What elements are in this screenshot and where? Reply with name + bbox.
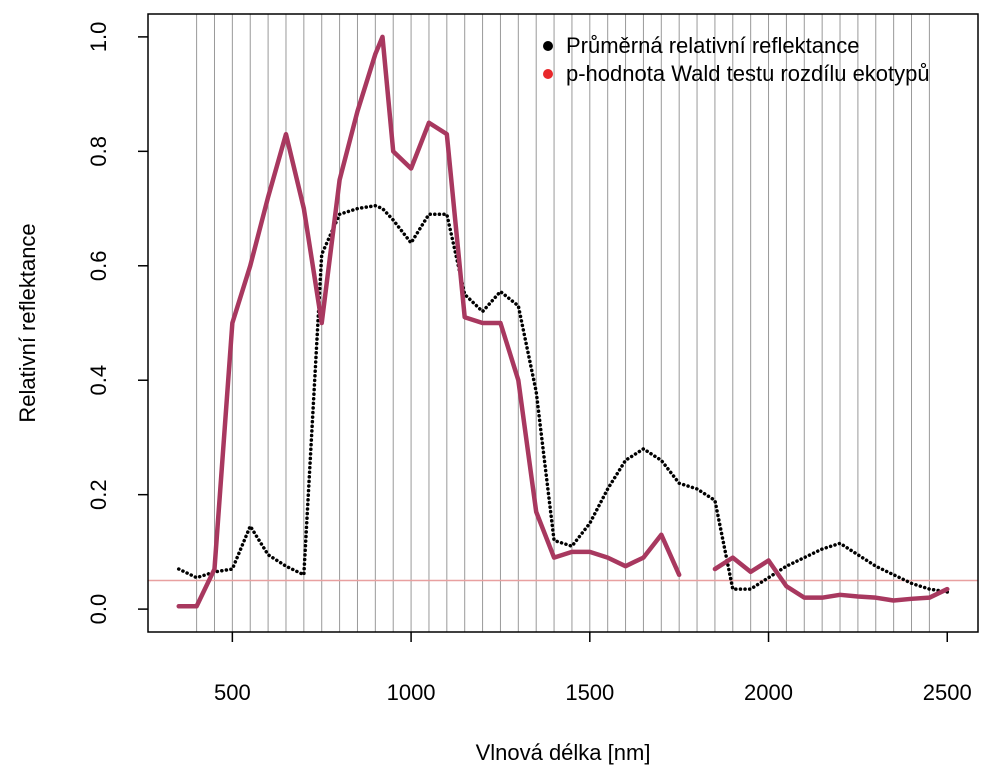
y-tick-label: 0.6 <box>86 250 111 281</box>
series-line <box>176 34 682 609</box>
legend-label: p-hodnota Wald testu rozdílu ekotypů <box>566 61 930 86</box>
legend-label: Průměrná relativní reflektance <box>566 33 859 58</box>
legend-marker <box>543 41 553 51</box>
x-tick-label: 500 <box>214 680 251 705</box>
y-axis-label: Relativní reflektance <box>15 223 40 422</box>
x-tick-label: 1500 <box>565 680 614 705</box>
legend-marker <box>543 69 553 79</box>
y-tick-label: 0.4 <box>86 365 111 396</box>
y-tick-label: 1.0 <box>86 22 111 53</box>
x-tick-label: 2500 <box>923 680 972 705</box>
x-axis-label: Vlnová délka [nm] <box>476 740 651 765</box>
y-tick-label: 0.8 <box>86 136 111 167</box>
x-tick-label: 1000 <box>387 680 436 705</box>
plot-frame <box>147 13 979 633</box>
series-line <box>712 555 950 603</box>
y-tick-label: 0.0 <box>86 594 111 625</box>
y-tick-label: 0.2 <box>86 479 111 510</box>
series-line <box>176 203 950 594</box>
x-tick-label: 2000 <box>744 680 793 705</box>
